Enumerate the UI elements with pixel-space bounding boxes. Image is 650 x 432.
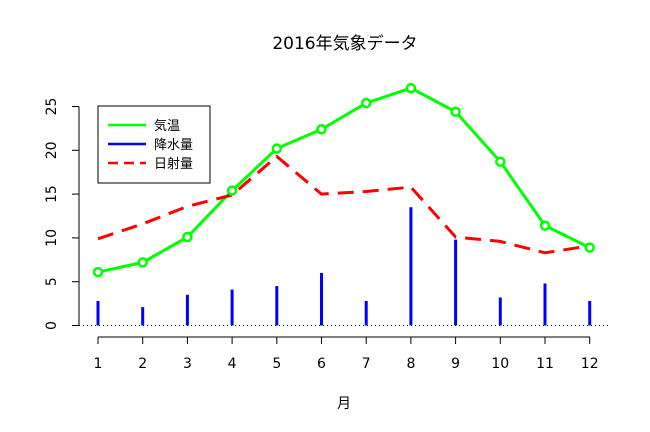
legend-label-temperature: 気温 bbox=[154, 118, 180, 134]
temperature-markers bbox=[92, 82, 595, 278]
chart-title: 2016年気象データ bbox=[272, 33, 417, 54]
temperature-point bbox=[271, 143, 283, 154]
x-tick-label: 10 bbox=[491, 356, 509, 372]
series-lines bbox=[97, 86, 591, 274]
temperature-point bbox=[539, 220, 551, 231]
y-tick-label: 10 bbox=[44, 229, 60, 247]
temperature-point bbox=[182, 231, 193, 243]
x-tick-label: 6 bbox=[317, 356, 326, 372]
y-tick-label: 5 bbox=[44, 277, 60, 286]
y-tick-label: 25 bbox=[44, 98, 60, 116]
x-axis-ticks: 1 2 3 4 5 6 7 8 9 10 11 12 bbox=[94, 337, 599, 372]
x-tick-label: 7 bbox=[362, 356, 371, 372]
y-tick-label: 0 bbox=[44, 321, 60, 330]
x-tick-label: 11 bbox=[536, 356, 554, 372]
x-axis-title: 月 bbox=[337, 396, 351, 412]
x-tick-label: 5 bbox=[272, 356, 281, 372]
x-tick-label: 9 bbox=[451, 356, 460, 372]
y-tick-label: 15 bbox=[44, 185, 60, 203]
temperature-point bbox=[450, 106, 461, 118]
y-axis-ticks: 0 5 10 15 20 25 bbox=[44, 98, 79, 330]
temperature-point bbox=[584, 242, 595, 253]
temperature-point bbox=[495, 156, 506, 167]
temperature-line bbox=[97, 86, 591, 274]
x-tick-label: 12 bbox=[581, 356, 599, 372]
x-tick-label: 3 bbox=[183, 356, 192, 372]
legend-label-precipitation: 降水量 bbox=[154, 138, 193, 153]
temperature-point bbox=[92, 266, 104, 278]
temperature-point bbox=[360, 97, 372, 109]
x-tick-label: 1 bbox=[94, 356, 103, 372]
legend: 気温 降水量 日射量 bbox=[97, 105, 211, 184]
temperature-point bbox=[226, 185, 238, 196]
legend-label-solar: 日射量 bbox=[154, 156, 193, 172]
temperature-point bbox=[137, 257, 148, 268]
x-tick-label: 8 bbox=[406, 356, 415, 372]
y-tick-label: 20 bbox=[44, 141, 60, 159]
precipitation-bars bbox=[96, 207, 592, 326]
temperature-point bbox=[316, 124, 327, 135]
x-tick-label: 2 bbox=[138, 356, 147, 372]
temperature-point bbox=[405, 82, 417, 94]
solar-radiation-line bbox=[97, 154, 590, 255]
x-tick-label: 4 bbox=[228, 356, 237, 372]
